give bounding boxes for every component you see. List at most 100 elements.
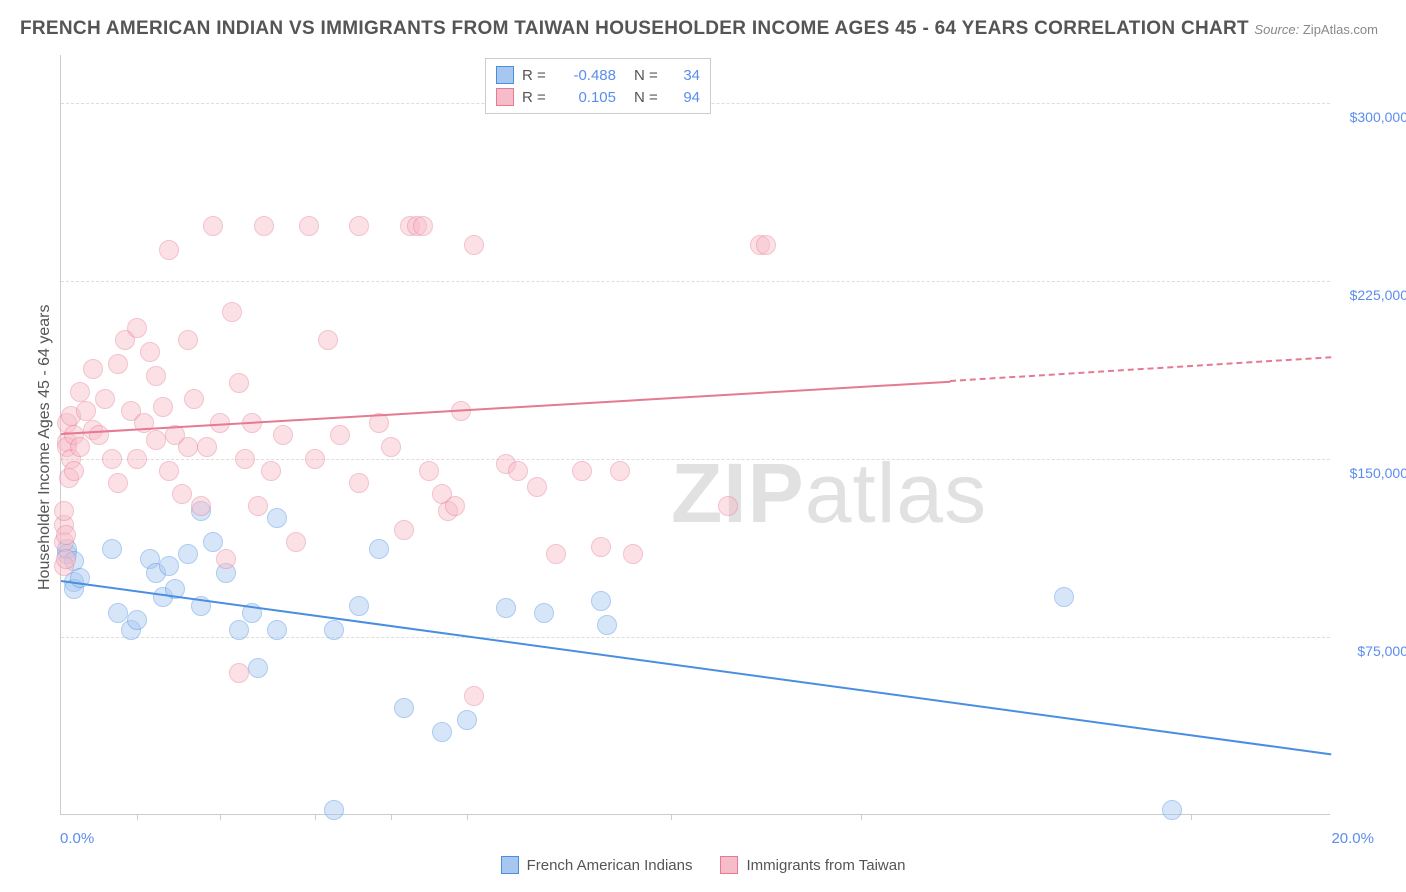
scatter-point: [318, 330, 338, 350]
legend-label-2: Immigrants from Taiwan: [746, 857, 905, 874]
scatter-point: [89, 425, 109, 445]
scatter-point: [591, 591, 611, 611]
y-axis-title: Householder Income Ages 45 - 64 years: [36, 305, 54, 591]
scatter-point: [756, 235, 776, 255]
scatter-point: [349, 216, 369, 236]
stat-r-value-1: -0.488: [562, 67, 616, 84]
scatter-point: [324, 800, 344, 820]
x-max-label: 20.0%: [1331, 830, 1374, 847]
scatter-point: [591, 537, 611, 557]
correlation-chart: FRENCH AMERICAN INDIAN VS IMMIGRANTS FRO…: [0, 0, 1406, 892]
stat-n-label: N =: [634, 67, 666, 84]
scatter-point: [108, 603, 128, 623]
legend-label-1: French American Indians: [527, 857, 693, 874]
scatter-point: [102, 449, 122, 469]
watermark-bold: ZIP: [671, 446, 805, 540]
scatter-point: [229, 663, 249, 683]
scatter-point: [159, 461, 179, 481]
gridline: [61, 281, 1330, 282]
scatter-point: [457, 710, 477, 730]
scatter-point: [95, 389, 115, 409]
scatter-point: [178, 544, 198, 564]
legend-item-1: French American Indians: [501, 856, 693, 874]
stat-r-label: R =: [522, 67, 554, 84]
y-tick-label: $150,000: [1350, 465, 1406, 481]
stats-swatch-2: [496, 88, 514, 106]
scatter-point: [464, 235, 484, 255]
scatter-point: [108, 473, 128, 493]
scatter-point: [70, 382, 90, 402]
bottom-legend: French American Indians Immigrants from …: [0, 856, 1406, 874]
y-tick-label: $300,000: [1350, 109, 1406, 125]
scatter-point: [261, 461, 281, 481]
scatter-point: [597, 615, 617, 635]
scatter-point: [64, 461, 84, 481]
x-tick: [391, 814, 392, 820]
scatter-point: [153, 397, 173, 417]
scatter-point: [172, 484, 192, 504]
scatter-point: [273, 425, 293, 445]
stats-legend: R = -0.488 N = 34 R = 0.105 N = 94: [485, 58, 711, 114]
source-attribution: Source: ZipAtlas.com: [1254, 22, 1378, 37]
x-tick: [467, 814, 468, 820]
scatter-point: [203, 532, 223, 552]
stats-swatch-1: [496, 66, 514, 84]
scatter-point: [445, 496, 465, 516]
scatter-point: [718, 496, 738, 516]
scatter-point: [76, 401, 96, 421]
stat-n-label: N =: [634, 89, 666, 106]
scatter-point: [178, 330, 198, 350]
legend-swatch-1: [501, 856, 519, 874]
scatter-point: [178, 437, 198, 457]
scatter-point: [70, 437, 90, 457]
stats-row-series-2: R = 0.105 N = 94: [496, 86, 700, 108]
scatter-point: [229, 620, 249, 640]
stat-n-value-2: 94: [674, 89, 700, 106]
source-value: ZipAtlas.com: [1303, 22, 1378, 37]
legend-item-2: Immigrants from Taiwan: [720, 856, 905, 874]
scatter-point: [286, 532, 306, 552]
x-tick: [861, 814, 862, 820]
scatter-point: [546, 544, 566, 564]
scatter-point: [610, 461, 630, 481]
scatter-point: [203, 216, 223, 236]
scatter-point: [1162, 800, 1182, 820]
gridline: [61, 637, 1330, 638]
scatter-point: [222, 302, 242, 322]
scatter-point: [197, 437, 217, 457]
scatter-point: [229, 373, 249, 393]
scatter-point: [299, 216, 319, 236]
scatter-point: [369, 539, 389, 559]
x-tick: [671, 814, 672, 820]
scatter-point: [248, 496, 268, 516]
scatter-point: [83, 359, 103, 379]
x-tick: [220, 814, 221, 820]
scatter-point: [127, 610, 147, 630]
scatter-point: [235, 449, 255, 469]
scatter-point: [102, 539, 122, 559]
x-tick: [1191, 814, 1192, 820]
scatter-point: [159, 556, 179, 576]
scatter-point: [419, 461, 439, 481]
legend-swatch-2: [720, 856, 738, 874]
scatter-point: [572, 461, 592, 481]
chart-title: FRENCH AMERICAN INDIAN VS IMMIGRANTS FRO…: [20, 18, 1249, 40]
source-label: Source:: [1254, 22, 1299, 37]
watermark-rest: atlas: [805, 446, 987, 540]
scatter-point: [508, 461, 528, 481]
scatter-point: [527, 477, 547, 497]
scatter-point: [623, 544, 643, 564]
scatter-point: [349, 473, 369, 493]
scatter-point: [464, 686, 484, 706]
stat-r-label: R =: [522, 89, 554, 106]
trend-line: [950, 357, 1331, 383]
scatter-point: [267, 508, 287, 528]
y-tick-label: $225,000: [1350, 287, 1406, 303]
scatter-point: [381, 437, 401, 457]
scatter-point: [248, 658, 268, 678]
scatter-point: [305, 449, 325, 469]
scatter-point: [159, 240, 179, 260]
scatter-point: [534, 603, 554, 623]
scatter-point: [324, 620, 344, 640]
scatter-point: [267, 620, 287, 640]
